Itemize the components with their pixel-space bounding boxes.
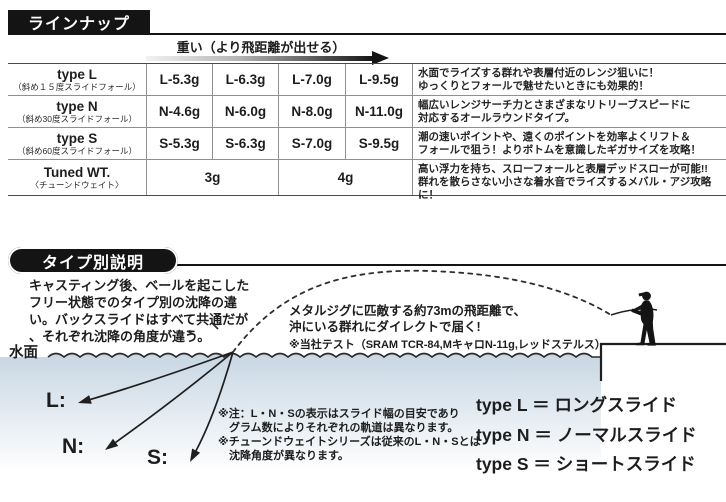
lineup-table: type L （斜め１５度スライドフォール） L-5.3g L-6.3g L-7… — [8, 63, 726, 201]
row-tuned-wt-label: Tuned WT. 〈チューンドウェイト〉 — [8, 160, 146, 195]
weight-cell: 3g — [146, 160, 278, 195]
fall-label-n: N: — [62, 435, 85, 458]
weight-cell: S-7.0g — [278, 128, 345, 160]
type-name: Tuned WT. — [43, 164, 111, 180]
weight-cell: 4g — [278, 160, 412, 195]
fall-arrow-n — [105, 351, 234, 450]
weight-cell: L-5.3g — [146, 64, 212, 96]
weight-cell: L-9.5g — [345, 64, 412, 96]
weight-cell: L-6.3g — [212, 64, 278, 96]
legend-type-n: type N ＝ ノーマルスライド — [476, 424, 697, 445]
splash-marks — [186, 322, 219, 336]
fall-arrow-s — [190, 351, 234, 462]
type-angle: （斜め30度スライドフォール） — [17, 113, 137, 124]
fall-arrow-l — [78, 351, 234, 404]
weight-axis-arrowhead-icon — [372, 51, 389, 65]
type-legend: type L ＝ ロングスライド type N ＝ ノーマルスライド type … — [476, 391, 697, 480]
types-intro-text: キャスティング後、ベールを起こした フリー状態でのタイプ別の沈降の違 い。バック… — [29, 278, 250, 344]
water-body — [0, 353, 601, 478]
fall-label-s: S: — [147, 446, 168, 469]
cast-trajectory-arc — [232, 269, 612, 353]
fall-label-l: L: — [46, 389, 66, 412]
weight-cell: S-6.3g — [212, 128, 278, 160]
type-name: type L — [57, 66, 97, 82]
weight-axis-arrow — [146, 56, 374, 61]
slide-footnote: ※注：L・N・Sの表示はスライド幅の目安であり グラム数によりそれぞれの軌道は異… — [218, 408, 481, 462]
weight-cell: N-8.0g — [278, 96, 345, 128]
weight-cell: S-5.3g — [146, 128, 212, 160]
type-description: 水面でライズする群れや表層付近のレンジ狙いに！ ゆっくりとフォールで魅せたいとき… — [412, 64, 726, 96]
weight-cell: N-11.0g — [345, 96, 412, 128]
row-type-l-label: type L （斜め１５度スライドフォール） — [8, 64, 146, 96]
water-surface-label: 水面 — [9, 345, 38, 361]
types-title-rule — [90, 264, 726, 266]
water-surface-line — [47, 352, 601, 359]
row-type-n-label: type N （斜め30度スライドフォール） — [8, 96, 146, 128]
fisherman-silhouette — [631, 291, 656, 346]
type-name: type S — [56, 130, 98, 146]
cast-test-note: ※当社テスト（SRAM TCR-84,MキャロN-11g,レッドステルス） — [289, 339, 606, 351]
type-description: 潮の速いポイントや、遠くのポイントを効率よくリフト＆ フォールで狙う！よりボトム… — [412, 128, 726, 160]
type-name: type N — [56, 98, 98, 114]
weight-cell: N-6.0g — [212, 96, 278, 128]
lineup-title-rule — [8, 33, 726, 35]
pier-line — [599, 342, 726, 381]
weight-cell: L-7.0g — [278, 64, 345, 96]
weight-cell: S-9.5g — [345, 128, 412, 160]
cast-distance-note: メタルジグに匹敵する約73mの飛距離で、 沖にいる群れにダイレクトで届く! — [289, 304, 527, 334]
types-section-title: タイプ別説明 — [8, 247, 178, 274]
lineup-section-title: ラインナップ — [8, 10, 150, 34]
type-angle: 〈チューンドウェイト〉 — [30, 179, 124, 190]
type-angle: （斜め１５度スライドフォール） — [13, 81, 141, 92]
type-description: 高い浮力を持ち、スローフォールと表層デッドスローが可能!! 群れを散らさない小さ… — [412, 160, 726, 201]
legend-type-l: type L ＝ ロングスライド — [476, 395, 677, 415]
type-description: 幅広いレンジサーチ力とさまざまなリトリーブスピードに 対応するオールラウンドタイ… — [412, 96, 726, 128]
legend-type-s: type S ＝ ショートスライド — [476, 454, 696, 474]
weight-cell: N-4.6g — [146, 96, 212, 128]
type-angle: （斜め60度スライドフォール） — [17, 145, 137, 156]
weight-axis-label: 重い（より飛距離が出せる） — [176, 40, 346, 55]
row-type-s-label: type S （斜め60度スライドフォール） — [8, 128, 146, 160]
